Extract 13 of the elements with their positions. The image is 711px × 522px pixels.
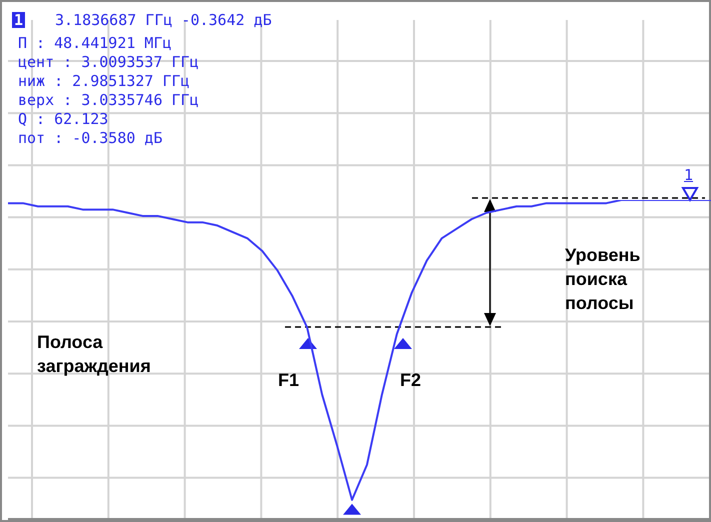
text: ниж : 2.9851327 ГГц [18,72,190,91]
annotation: F2 [400,369,422,392]
annotation: F1 [278,369,300,392]
text: 1 [12,11,26,29]
text: 1 [684,166,694,185]
text: Q : 62.123 [18,110,108,129]
text: пот : -0.3580 дБ [18,129,162,148]
text: П : 48.441921 МГц [18,34,172,53]
text: 3.1836687 ГГц -0.3642 дБ [55,11,272,30]
annotation: Уровень поиска полосы [565,244,642,315]
annotation: Полоса заграждения [37,331,152,378]
text: верх : 3.0335746 ГГц [18,91,199,110]
text: цент : 3.0093537 ГГц [18,53,199,72]
